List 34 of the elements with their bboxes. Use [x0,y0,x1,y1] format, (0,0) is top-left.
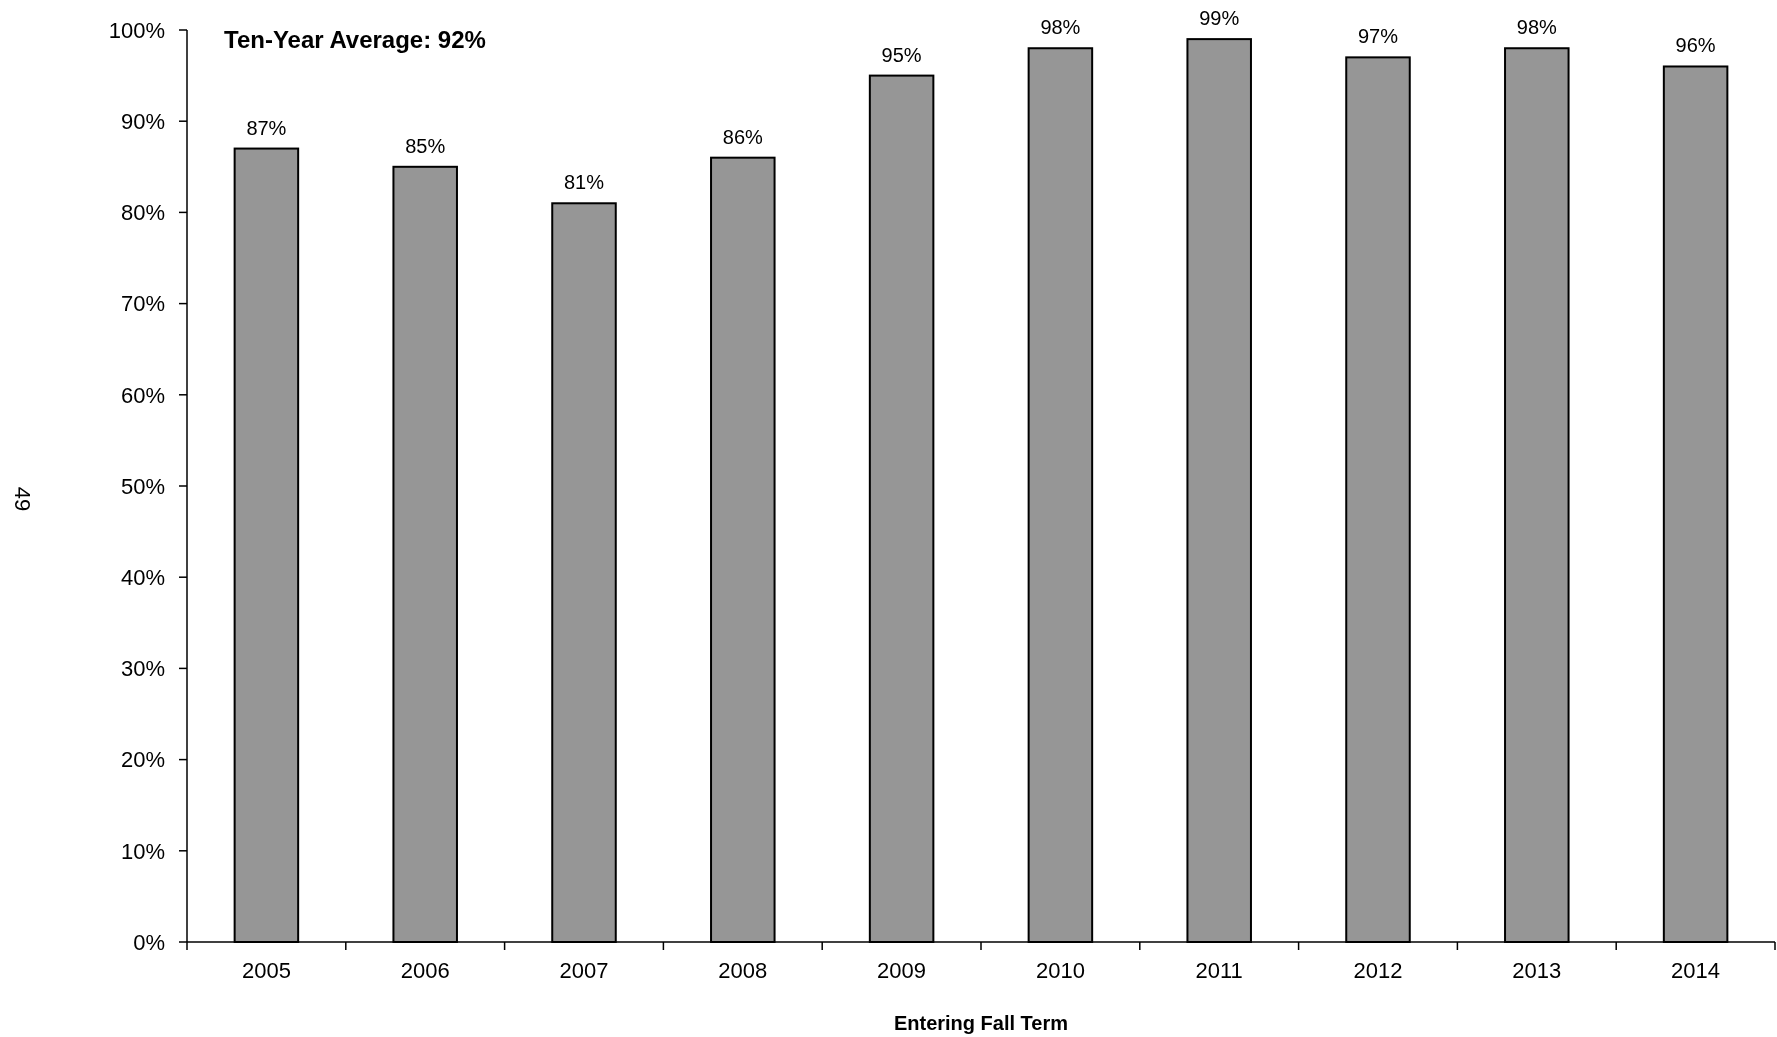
y-tick-label: 50% [120,473,165,499]
y-tick-label: 30% [120,656,165,682]
data-label: 99% [1199,7,1240,30]
y-tick-label: 20% [120,747,165,773]
x-tick-label: 2008 [718,958,768,983]
data-label: 97% [1357,25,1399,48]
text: 49 [10,486,35,512]
data-label: 96% [1675,34,1716,57]
data-label: 87% [246,116,287,139]
data-label: 98% [1040,16,1081,39]
x-tick-label: 2011 [1195,958,1243,983]
y-tick-label: 70% [120,291,165,317]
x-tick-label: 2014 [1671,958,1721,983]
y-tick-label: 60% [120,382,165,408]
x-tick-label: 2006 [400,958,450,983]
data-label: 81% [563,171,605,194]
y-tick-label: 40% [120,564,165,590]
y-tick-label: 0% [133,929,165,955]
data-label: 98% [1516,16,1558,39]
y-tick-label: 100% [108,17,165,43]
x-tick-label: 2013 [1512,958,1562,983]
x-axis-title: Entering Fall Term [893,1012,1069,1034]
data-label: 85% [405,134,446,157]
data-label: 95% [881,43,922,66]
x-tick-label: 2007 [559,958,609,983]
y-tick-label: 10% [120,838,165,864]
data-label: 86% [722,125,764,148]
y-tick-label: 80% [120,200,165,226]
x-tick-label: 2012 [1353,958,1403,983]
x-tick-label: 2005 [241,958,291,983]
annotation: Ten-Year Average: 92% [224,26,486,53]
x-tick-label: 2010 [1035,958,1085,983]
x-tick-label: 2009 [877,958,927,983]
y-tick-label: 90% [120,108,165,134]
